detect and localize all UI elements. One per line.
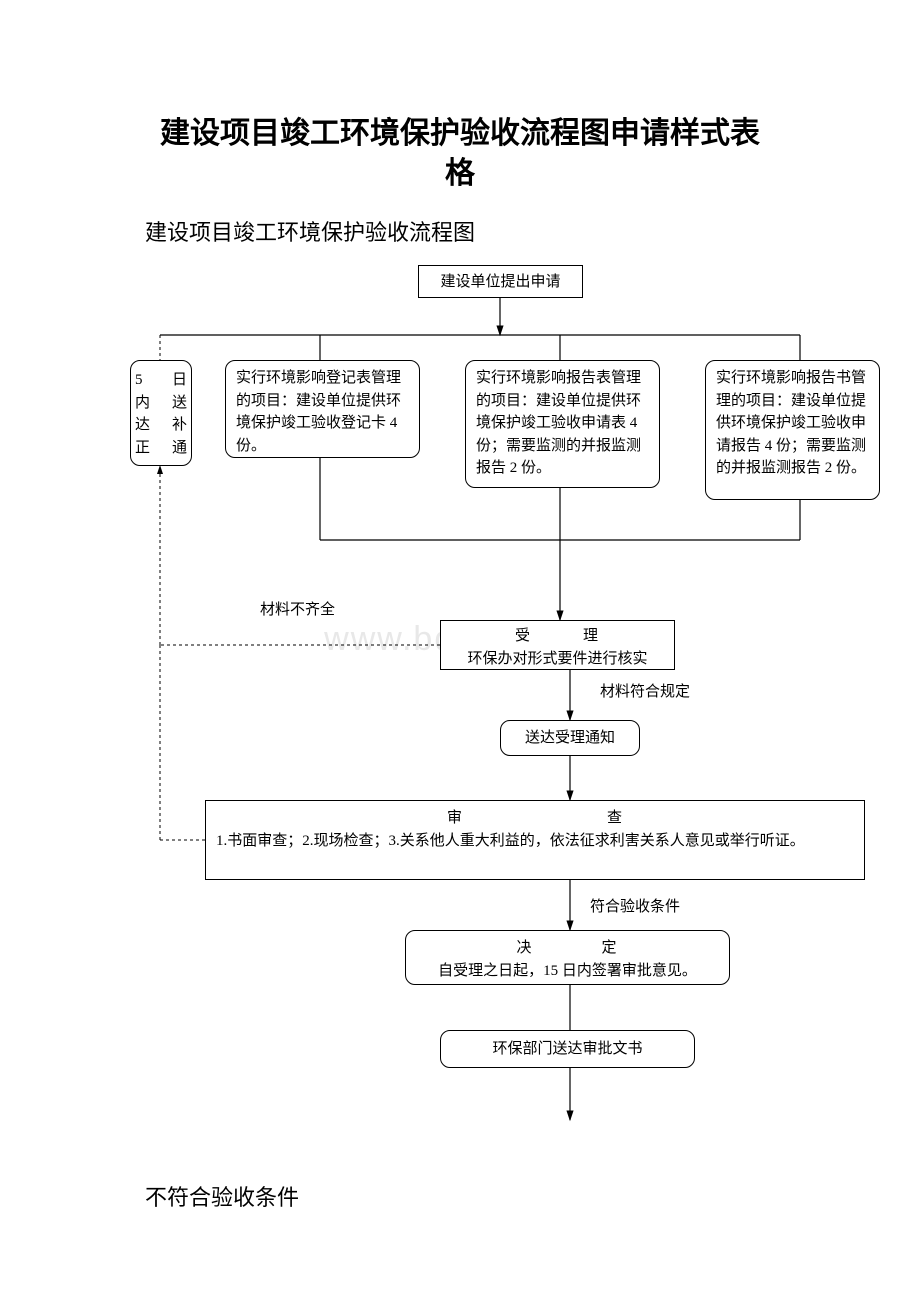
node-start: 建设单位提出申请 bbox=[418, 265, 583, 298]
node-decision: 决 定 自受理之日起，15 日内签署审批意见。 bbox=[405, 930, 730, 985]
corr-l2: 内 bbox=[135, 392, 150, 415]
label-materials-ok: 材料符合规定 bbox=[600, 680, 690, 701]
corr-l1: 5 bbox=[135, 369, 143, 392]
node-branch-registration: 实行环境影响登记表管理的项目：建设单位提供环境保护竣工验收登记卡 4 份。 bbox=[225, 360, 420, 458]
footer-fail-condition: 不符合验收条件 bbox=[145, 1180, 299, 1212]
node-acceptance: 受 理 环保办对形式要件进行核实 bbox=[440, 620, 675, 670]
corr-r3: 补 bbox=[172, 414, 187, 437]
node-acceptance-notice: 送达受理通知 bbox=[500, 720, 640, 756]
decision-body: 自受理之日起，15 日内签署审批意见。 bbox=[412, 960, 723, 983]
corr-r4: 通 bbox=[172, 437, 187, 460]
page-title-line1: 建设项目竣工环境保护验收流程图申请样式表 bbox=[60, 108, 860, 152]
acceptance-body: 环保办对形式要件进行核实 bbox=[445, 648, 670, 671]
label-pass-conditions: 符合验收条件 bbox=[590, 895, 680, 916]
page-title-line2: 格 bbox=[60, 148, 860, 192]
node-correction-notice: 5 日 内送 达补 正通 bbox=[130, 360, 192, 466]
acceptance-title: 受 理 bbox=[445, 625, 670, 648]
corr-l3: 达 bbox=[135, 414, 150, 437]
decision-title: 决 定 bbox=[412, 937, 723, 960]
label-materials-incomplete: 材料不齐全 bbox=[260, 598, 335, 619]
review-body: 1.书面审查；2.现场检查；3.关系他人重大利益的，依法征求利害关系人意见或举行… bbox=[216, 830, 854, 853]
node-review: 审 查 1.书面审查；2.现场检查；3.关系他人重大利益的，依法征求利害关系人意… bbox=[205, 800, 865, 880]
node-branch-report-book: 实行环境影响报告书管理的项目：建设单位提供环境保护竣工验收申请报告 4 份；需要… bbox=[705, 360, 880, 500]
corr-r2: 送 bbox=[172, 392, 187, 415]
corr-l4: 正 bbox=[135, 437, 150, 460]
document-page: www.bdocx.com 建设项目竣工环境保护验收流程图申请样式表 格 建设项… bbox=[0, 0, 920, 1302]
review-title: 审 查 bbox=[216, 807, 854, 830]
corr-r1: 日 bbox=[172, 369, 187, 392]
flowchart-subtitle: 建设项目竣工环境保护验收流程图 bbox=[145, 215, 475, 247]
node-branch-report-form: 实行环境影响报告表管理的项目：建设单位提供环境保护竣工验收申请表 4 份；需要监… bbox=[465, 360, 660, 488]
node-deliver-approval: 环保部门送达审批文书 bbox=[440, 1030, 695, 1068]
